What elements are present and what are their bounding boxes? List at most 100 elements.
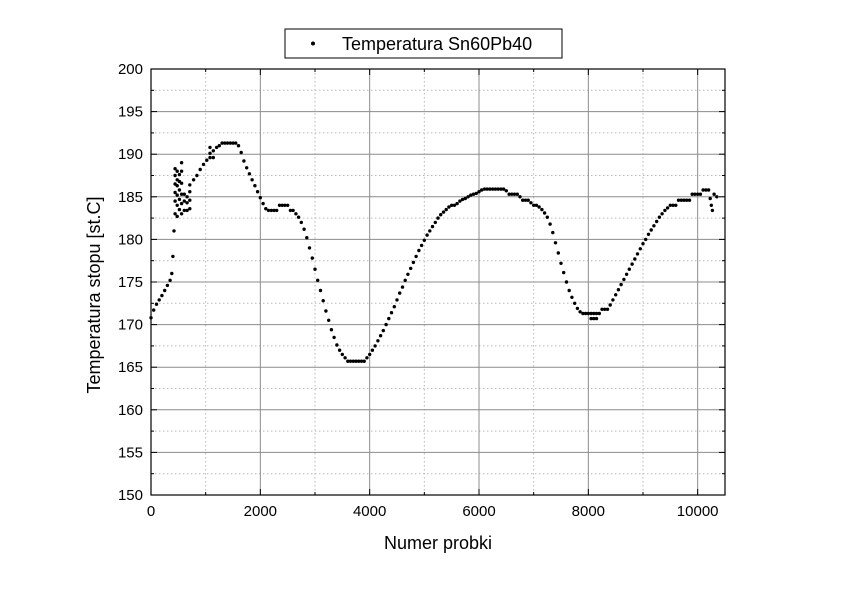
data-point (234, 141, 238, 145)
data-point (335, 343, 339, 347)
data-point (157, 298, 161, 302)
data-point (708, 196, 712, 201)
y-tick-label: 170 (118, 317, 143, 334)
y-tick-label: 195 (118, 104, 143, 121)
data-point (201, 162, 206, 167)
data-point (179, 181, 184, 185)
data-point (188, 190, 192, 194)
data-point (671, 203, 675, 207)
data-point (532, 203, 536, 207)
data-point (403, 278, 407, 282)
data-point (324, 309, 328, 313)
data-point (455, 201, 459, 206)
y-tick-label: 180 (118, 231, 143, 248)
data-point (327, 318, 331, 322)
data-point (211, 155, 215, 160)
data-point (526, 198, 530, 202)
data-point (182, 192, 186, 196)
data-point (264, 207, 268, 211)
data-point (173, 173, 177, 178)
data-point (428, 229, 432, 233)
data-point (191, 178, 196, 182)
data-point (400, 285, 405, 289)
data-point (348, 359, 353, 363)
legend-label: Temperatura Sn60Pb40 (342, 34, 532, 54)
data-point (690, 192, 694, 196)
data-point (589, 311, 593, 316)
data-point (665, 206, 670, 210)
data-point (208, 155, 212, 160)
data-point (545, 215, 549, 219)
data-point (663, 208, 667, 213)
data-point (269, 208, 273, 213)
data-point (152, 308, 156, 312)
data-point (564, 280, 569, 284)
data-point (376, 339, 380, 343)
data-point (583, 311, 588, 316)
data-point (170, 271, 174, 276)
data-point (310, 256, 314, 260)
data-point (173, 190, 177, 195)
data-point (231, 141, 235, 145)
data-point (179, 169, 184, 173)
data-point (172, 229, 176, 233)
data-point (510, 192, 514, 196)
data-point (286, 203, 290, 207)
data-point (460, 197, 465, 202)
data-point (223, 141, 227, 145)
data-point (250, 178, 254, 182)
data-point (378, 334, 383, 338)
y-tick-label: 165 (118, 359, 143, 376)
data-point (228, 141, 232, 145)
data-point (163, 288, 167, 293)
data-point (406, 272, 410, 276)
y-tick-label: 155 (118, 444, 143, 461)
data-point (205, 158, 209, 162)
data-point (354, 359, 358, 363)
data-point (660, 212, 664, 216)
y-tick-labels: 150 155 160 165 170 175 180 185 190 195 200 (118, 61, 143, 504)
data-point (177, 188, 182, 192)
data-point (687, 198, 692, 202)
major-gridlines (151, 69, 725, 495)
data-point (337, 348, 342, 352)
data-point (182, 208, 186, 213)
data-point (208, 151, 212, 155)
y-tick-label: 185 (118, 189, 143, 206)
data-point (175, 214, 179, 219)
data-point (701, 188, 705, 192)
data-point (165, 283, 170, 288)
data-point (414, 254, 418, 259)
data-point (242, 159, 246, 163)
data-point (685, 198, 689, 202)
data-point (542, 211, 547, 215)
data-point (600, 307, 604, 311)
data-point (499, 187, 503, 191)
y-tick-label: 160 (118, 402, 143, 419)
data-point (294, 212, 298, 216)
y-tick-label: 150 (118, 487, 143, 504)
data-point (171, 254, 175, 259)
axis-ticks (150, 68, 725, 496)
data-point (175, 193, 179, 197)
data-point (302, 227, 306, 231)
data-point (627, 267, 631, 271)
y-tick-label: 175 (118, 274, 143, 291)
data-point (630, 262, 634, 266)
data-point (619, 282, 623, 287)
data-point (644, 237, 648, 242)
data-point (655, 219, 659, 224)
data-point (283, 203, 287, 207)
data-point (160, 293, 164, 298)
data-point (430, 224, 435, 229)
data-point (419, 243, 424, 248)
data-point (346, 359, 350, 363)
data-point (471, 192, 476, 196)
data-point (398, 291, 402, 295)
data-point (616, 288, 621, 292)
data-point (299, 220, 303, 225)
data-point (570, 295, 574, 299)
data-point (154, 302, 159, 306)
data-point (214, 145, 219, 150)
